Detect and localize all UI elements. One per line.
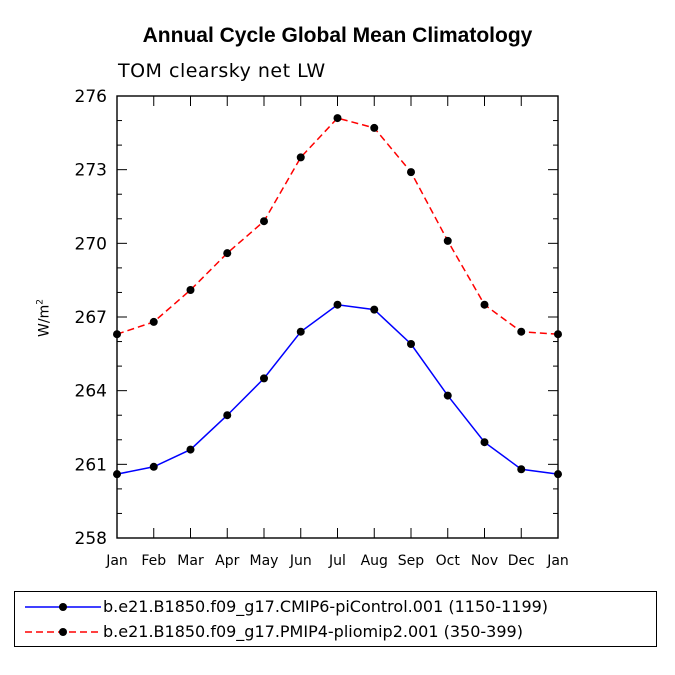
y-tick-label: 267 <box>75 308 107 328</box>
series-0-point <box>370 305 379 314</box>
x-tick-label: Apr <box>215 553 239 569</box>
legend-label-0: b.e21.B1850.f09_g17.CMIP6-piControl.001 … <box>103 597 549 616</box>
legend-marker-1 <box>59 628 67 636</box>
y-tick-label: 261 <box>75 455 107 475</box>
legend-sample-1 <box>25 628 101 636</box>
series-1-point <box>186 285 195 294</box>
series-0-point <box>113 470 121 479</box>
series-0-point <box>480 438 489 447</box>
series-0-point <box>186 445 195 454</box>
series-1-point <box>407 168 415 177</box>
x-tick-label: Mar <box>177 553 204 569</box>
x-tick-label: Aug <box>361 553 388 569</box>
series-1-point <box>480 300 489 309</box>
y-tick-label: 258 <box>75 529 107 549</box>
series-1-point <box>443 236 452 245</box>
x-tick-label: Jan <box>546 553 569 569</box>
y-tick-label: 276 <box>75 87 107 107</box>
series-0-point <box>407 340 415 349</box>
series-0-point <box>443 391 452 400</box>
series-1-point <box>333 114 342 123</box>
series-0-point <box>260 374 268 383</box>
series-0-point <box>554 470 562 479</box>
legend-entry-0: b.e21.B1850.f09_g17.CMIP6-piControl.001 … <box>15 595 656 619</box>
x-tick-label: Nov <box>471 553 498 569</box>
series-0-point <box>296 327 305 336</box>
plot-frame <box>116 95 559 539</box>
x-tick-label: May <box>250 553 279 569</box>
series-line-0 <box>116 303 559 475</box>
legend-marker-0 <box>59 603 67 611</box>
chart-subtitle: TOM clearsky net LW <box>118 60 326 82</box>
series-1-point <box>370 123 379 132</box>
legend: b.e21.B1850.f09_g17.CMIP6-piControl.001 … <box>14 591 657 647</box>
legend-entry-1: b.e21.B1850.f09_g17.PMIP4-pliomip2.001 (… <box>15 620 656 644</box>
series-0-point <box>223 411 232 420</box>
x-tick-label: Feb <box>141 553 166 569</box>
series-1-point <box>260 217 268 226</box>
series-0-point <box>517 465 526 474</box>
series-1-point <box>517 327 526 336</box>
x-tick-label: Jan <box>105 553 128 569</box>
series-1-point <box>296 153 305 162</box>
y-tick-label: 270 <box>75 234 107 254</box>
series-1-point <box>223 249 232 258</box>
x-tick-label: Oct <box>436 553 461 569</box>
series-0-point <box>149 462 158 471</box>
x-tick-label: Sep <box>398 553 425 569</box>
series-0-point <box>333 300 342 309</box>
legend-label-1: b.e21.B1850.f09_g17.PMIP4-pliomip2.001 (… <box>103 622 523 641</box>
y-tick-label: 273 <box>75 161 107 181</box>
y-tick-label: 264 <box>75 382 107 402</box>
chart-title: Annual Cycle Global Mean Climatology <box>142 24 533 47</box>
series-1-point <box>113 330 121 339</box>
series-1-point <box>149 317 158 326</box>
legend-sample-0 <box>25 603 101 611</box>
series-1-point <box>554 330 562 339</box>
x-tick-label: Jul <box>328 553 346 569</box>
x-tick-label: Jun <box>289 553 312 569</box>
x-tick-label: Dec <box>508 553 535 569</box>
